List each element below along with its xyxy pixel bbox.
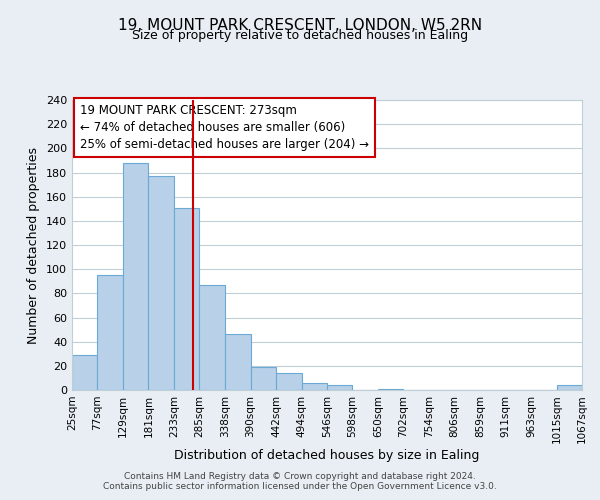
Bar	[225, 334, 251, 390]
Text: 19, MOUNT PARK CRESCENT, LONDON, W5 2RN: 19, MOUNT PARK CRESCENT, LONDON, W5 2RN	[118, 18, 482, 32]
Text: Contains public sector information licensed under the Open Government Licence v3: Contains public sector information licen…	[103, 482, 497, 491]
Bar	[97, 275, 123, 390]
Bar	[557, 385, 582, 390]
Bar	[276, 373, 302, 390]
Text: 19 MOUNT PARK CRESCENT: 273sqm
← 74% of detached houses are smaller (606)
25% of: 19 MOUNT PARK CRESCENT: 273sqm ← 74% of …	[80, 104, 368, 152]
Bar	[199, 285, 225, 390]
Text: Size of property relative to detached houses in Ealing: Size of property relative to detached ho…	[132, 29, 468, 42]
Text: Contains HM Land Registry data © Crown copyright and database right 2024.: Contains HM Land Registry data © Crown c…	[124, 472, 476, 481]
Bar	[148, 176, 174, 390]
X-axis label: Distribution of detached houses by size in Ealing: Distribution of detached houses by size …	[175, 449, 479, 462]
Bar	[378, 389, 403, 390]
Bar	[327, 385, 352, 390]
Bar	[72, 355, 97, 390]
Bar	[302, 383, 327, 390]
Y-axis label: Number of detached properties: Number of detached properties	[28, 146, 40, 344]
Bar	[174, 208, 199, 390]
Bar	[251, 367, 276, 390]
Bar	[123, 163, 148, 390]
